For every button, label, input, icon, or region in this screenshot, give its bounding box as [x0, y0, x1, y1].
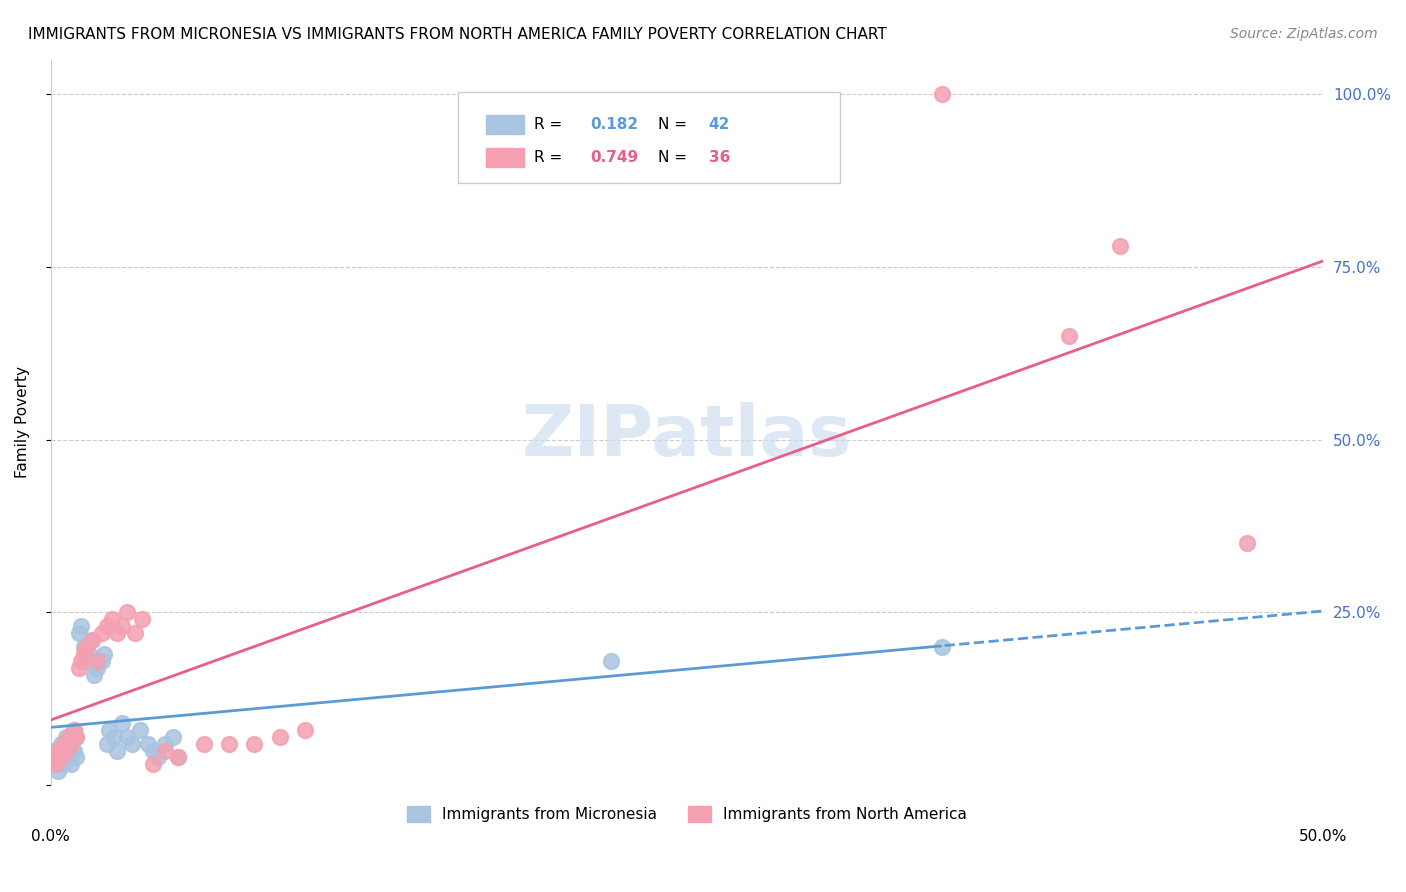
Bar — [486, 115, 524, 135]
Text: R =: R = — [534, 150, 568, 165]
Point — [45, 757, 67, 772]
Point — [96, 737, 118, 751]
Point — [111, 619, 134, 633]
Point — [70, 654, 93, 668]
Point — [167, 750, 190, 764]
Y-axis label: Family Poverty: Family Poverty — [15, 367, 30, 478]
Point — [52, 737, 75, 751]
Point — [111, 715, 134, 730]
Point — [98, 723, 121, 737]
Point — [93, 647, 115, 661]
Point — [96, 619, 118, 633]
Point — [77, 647, 100, 661]
Point — [115, 730, 138, 744]
Point — [142, 757, 165, 772]
Point — [80, 632, 103, 647]
Point — [129, 723, 152, 737]
Point — [1108, 239, 1130, 253]
Point — [52, 757, 75, 772]
Point — [90, 654, 112, 668]
Point — [65, 730, 87, 744]
Point — [55, 743, 77, 757]
Text: 36: 36 — [709, 150, 730, 165]
Text: Source: ZipAtlas.com: Source: ZipAtlas.com — [1230, 27, 1378, 41]
Point — [103, 730, 125, 744]
Point — [115, 606, 138, 620]
Point — [49, 750, 72, 764]
Point — [55, 743, 77, 757]
Point — [124, 626, 146, 640]
Text: 42: 42 — [709, 118, 730, 132]
Point — [121, 737, 143, 751]
Point — [131, 612, 153, 626]
Point — [75, 654, 97, 668]
Point — [62, 743, 84, 757]
Point — [294, 723, 316, 737]
Text: IMMIGRANTS FROM MICRONESIA VS IMMIGRANTS FROM NORTH AMERICA FAMILY POVERTY CORRE: IMMIGRANTS FROM MICRONESIA VS IMMIGRANTS… — [28, 27, 887, 42]
Point — [931, 640, 953, 654]
Point — [65, 730, 87, 744]
Point — [269, 730, 291, 744]
Point — [931, 87, 953, 102]
Point — [193, 737, 215, 751]
Point — [105, 626, 128, 640]
Point — [73, 640, 96, 654]
Point — [60, 737, 83, 751]
Point — [155, 743, 177, 757]
Text: 0.182: 0.182 — [591, 118, 638, 132]
Point — [58, 730, 80, 744]
Text: N =: N = — [658, 150, 692, 165]
Point — [1057, 329, 1080, 343]
Point — [65, 750, 87, 764]
Point — [243, 737, 266, 751]
Point — [62, 723, 84, 737]
Point — [60, 737, 83, 751]
Point — [218, 737, 240, 751]
Point — [80, 632, 103, 647]
Text: 0.0%: 0.0% — [31, 829, 70, 844]
Point — [42, 743, 65, 757]
Point — [52, 750, 75, 764]
Point — [155, 737, 177, 751]
Point — [86, 660, 108, 674]
Point — [599, 654, 621, 668]
Point — [62, 723, 84, 737]
Text: 0.749: 0.749 — [591, 150, 638, 165]
Point — [60, 757, 83, 772]
Legend: Immigrants from Micronesia, Immigrants from North America: Immigrants from Micronesia, Immigrants f… — [401, 800, 973, 829]
Point — [83, 667, 105, 681]
Point — [67, 626, 90, 640]
Text: 50.0%: 50.0% — [1299, 829, 1347, 844]
Text: N =: N = — [658, 118, 692, 132]
Point — [162, 730, 184, 744]
Point — [45, 757, 67, 772]
Point — [86, 654, 108, 668]
Point — [58, 750, 80, 764]
Point — [48, 743, 70, 757]
Point — [48, 750, 70, 764]
Point — [1236, 536, 1258, 550]
Point — [136, 737, 159, 751]
Point — [101, 612, 124, 626]
Point — [42, 750, 65, 764]
Point — [167, 750, 190, 764]
Point — [73, 647, 96, 661]
Point — [49, 737, 72, 751]
Point — [105, 743, 128, 757]
Point — [75, 640, 97, 654]
Point — [55, 730, 77, 744]
Point — [48, 764, 70, 779]
Point — [70, 619, 93, 633]
Point — [67, 660, 90, 674]
Bar — [486, 148, 524, 167]
Point — [90, 626, 112, 640]
Text: R =: R = — [534, 118, 568, 132]
Point — [146, 750, 169, 764]
FancyBboxPatch shape — [458, 92, 839, 183]
Text: ZIPatlas: ZIPatlas — [522, 402, 852, 471]
Point — [142, 743, 165, 757]
